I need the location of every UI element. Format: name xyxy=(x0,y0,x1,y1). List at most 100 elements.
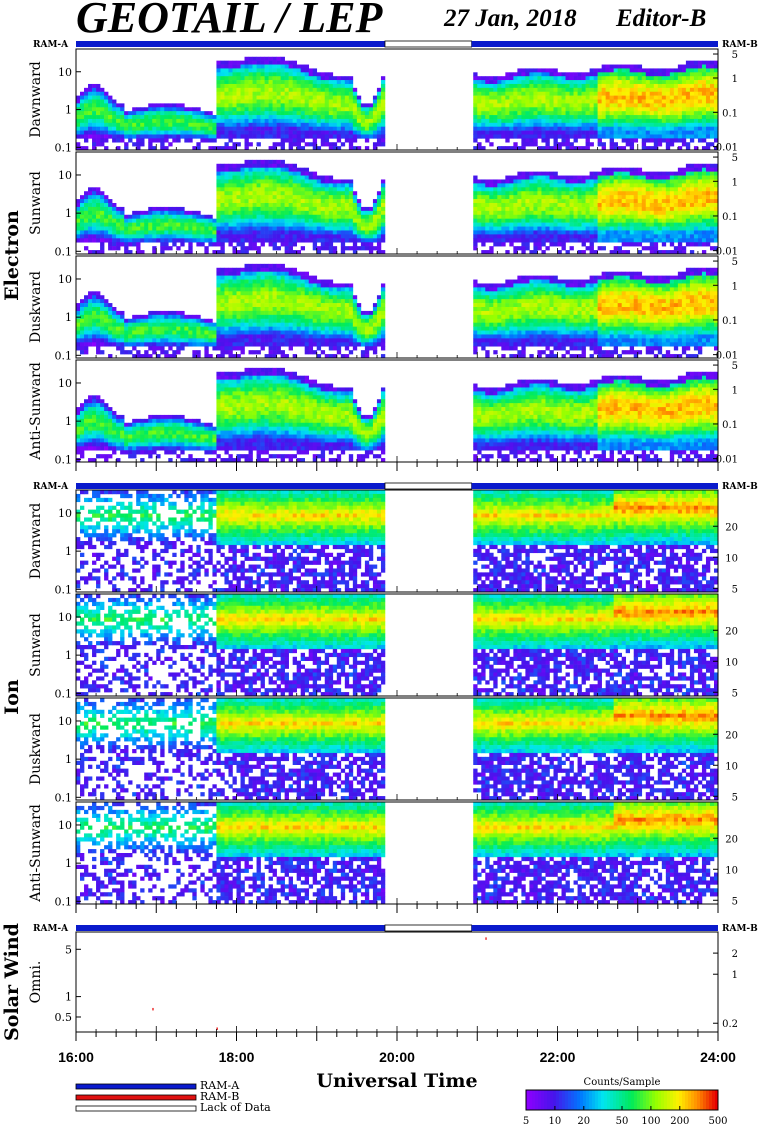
spectrogram-cell xyxy=(577,126,582,131)
spectrogram-cell xyxy=(681,246,687,251)
spectrogram-cell xyxy=(88,330,93,335)
spectrogram-cell xyxy=(709,171,715,176)
spectrogram-cell xyxy=(501,126,506,131)
spectrogram-cell xyxy=(637,218,643,223)
spectrogram-cell xyxy=(657,103,663,108)
spectrogram-cell xyxy=(252,203,257,208)
spectrogram-cell xyxy=(308,115,314,120)
spectrogram-cell xyxy=(328,142,334,147)
spectrogram-cell xyxy=(104,130,109,135)
spectrogram-cell xyxy=(517,91,522,96)
spectrogram-cell xyxy=(188,238,193,243)
spectrogram-cell xyxy=(489,83,494,89)
spectrogram-cell xyxy=(705,130,711,135)
spectrogram-cell xyxy=(228,210,233,216)
spectrogram-cell xyxy=(336,115,342,120)
spectrogram-cell xyxy=(593,191,598,196)
spectrogram-cell xyxy=(561,80,566,85)
spectrogram-cell xyxy=(264,83,269,89)
spectrogram-cell xyxy=(673,122,679,127)
spectrogram-cell xyxy=(292,68,297,73)
spectrogram-cell xyxy=(364,111,370,116)
spectrogram-cell xyxy=(709,107,715,112)
spectrogram-cell xyxy=(340,87,346,93)
spectrogram-cell xyxy=(565,191,570,196)
spectrogram-cell xyxy=(477,142,482,147)
spectrogram-cell xyxy=(268,103,273,108)
spectrogram-cell xyxy=(104,99,109,104)
spectrogram-cell xyxy=(240,238,245,243)
spectrogram-cell xyxy=(561,142,566,147)
spectrogram-cell xyxy=(336,195,342,200)
spectrogram-cell xyxy=(80,299,85,304)
spectrogram-cell xyxy=(80,222,85,227)
spectrogram-cell xyxy=(104,118,109,124)
spectrogram-cell xyxy=(713,203,719,208)
spectrogram-cell xyxy=(112,203,117,208)
spectrogram-cell xyxy=(220,122,225,127)
spectrogram-cell xyxy=(80,350,85,355)
spectrogram-cell xyxy=(376,218,382,223)
spectrogram-cell xyxy=(545,72,550,77)
spectrogram-cell xyxy=(168,118,173,124)
spectrogram-cell xyxy=(489,130,494,135)
spectrogram-cell xyxy=(108,226,113,231)
spectrogram-cell xyxy=(665,122,671,127)
spectrogram-cell xyxy=(509,195,514,200)
spectrogram-cell xyxy=(473,191,478,196)
spectrogram-cell xyxy=(340,250,346,255)
spectrogram-cell xyxy=(533,87,538,93)
spectrogram-cell xyxy=(340,222,346,227)
spectrogram-cell xyxy=(116,206,121,212)
spectrogram-cell xyxy=(549,83,554,89)
spectrogram-cell xyxy=(553,87,558,93)
spectrogram-cell xyxy=(633,107,639,112)
spectrogram-cell xyxy=(505,126,510,131)
spectrogram-cell xyxy=(88,122,93,127)
spectrogram-cell xyxy=(360,230,366,235)
spectrogram-cell xyxy=(276,118,281,124)
spectrogram-cell xyxy=(316,199,322,204)
spectrogram-cell xyxy=(605,222,610,227)
spectrogram-cell xyxy=(204,111,209,116)
spectrogram-cell xyxy=(709,87,715,93)
spectrogram-cell xyxy=(549,218,554,223)
spectrogram-cell xyxy=(549,187,554,192)
spectrogram-cell xyxy=(232,64,237,69)
spectrogram-cell xyxy=(601,187,606,192)
spectrogram-cell xyxy=(585,183,590,188)
spectrogram-cell xyxy=(184,126,189,131)
spectrogram-cell xyxy=(533,115,538,120)
spectrogram-cell xyxy=(232,118,237,124)
spectrogram-cell xyxy=(493,118,498,124)
spectrogram-cell xyxy=(236,195,241,200)
spectrogram-cell xyxy=(473,238,478,243)
spectrogram-cell xyxy=(148,206,153,212)
spectrogram-cell xyxy=(88,230,93,235)
spectrogram-cell xyxy=(244,214,249,219)
spectrogram-cell xyxy=(304,68,310,73)
spectrogram-cell xyxy=(553,191,558,196)
spectrogram-cell xyxy=(84,310,89,316)
spectrogram-cell xyxy=(553,222,558,227)
spectrogram-cell xyxy=(577,99,582,104)
spectrogram-cell xyxy=(613,72,618,77)
spectrogram-cell xyxy=(148,146,153,151)
spectrogram-cell xyxy=(152,111,157,116)
spectrogram-cell xyxy=(653,222,659,227)
spectrogram-cell xyxy=(160,242,165,247)
spectrogram-cell xyxy=(641,171,647,176)
spectrogram-cell xyxy=(565,238,570,243)
spectrogram-cell xyxy=(525,118,530,124)
spectrogram-cell xyxy=(128,218,133,223)
spectrogram-cell xyxy=(200,218,205,223)
spectrogram-cell xyxy=(673,214,679,219)
spectrogram-cell xyxy=(697,199,703,204)
spectrogram-cell xyxy=(633,167,639,172)
spectrogram-cell xyxy=(368,218,374,223)
spectrogram-cell xyxy=(505,206,510,212)
spectrogram-cell xyxy=(312,134,318,139)
spectrogram-cell xyxy=(537,226,542,231)
spectrogram-cell xyxy=(104,234,109,239)
spectrogram-cell xyxy=(645,72,651,77)
